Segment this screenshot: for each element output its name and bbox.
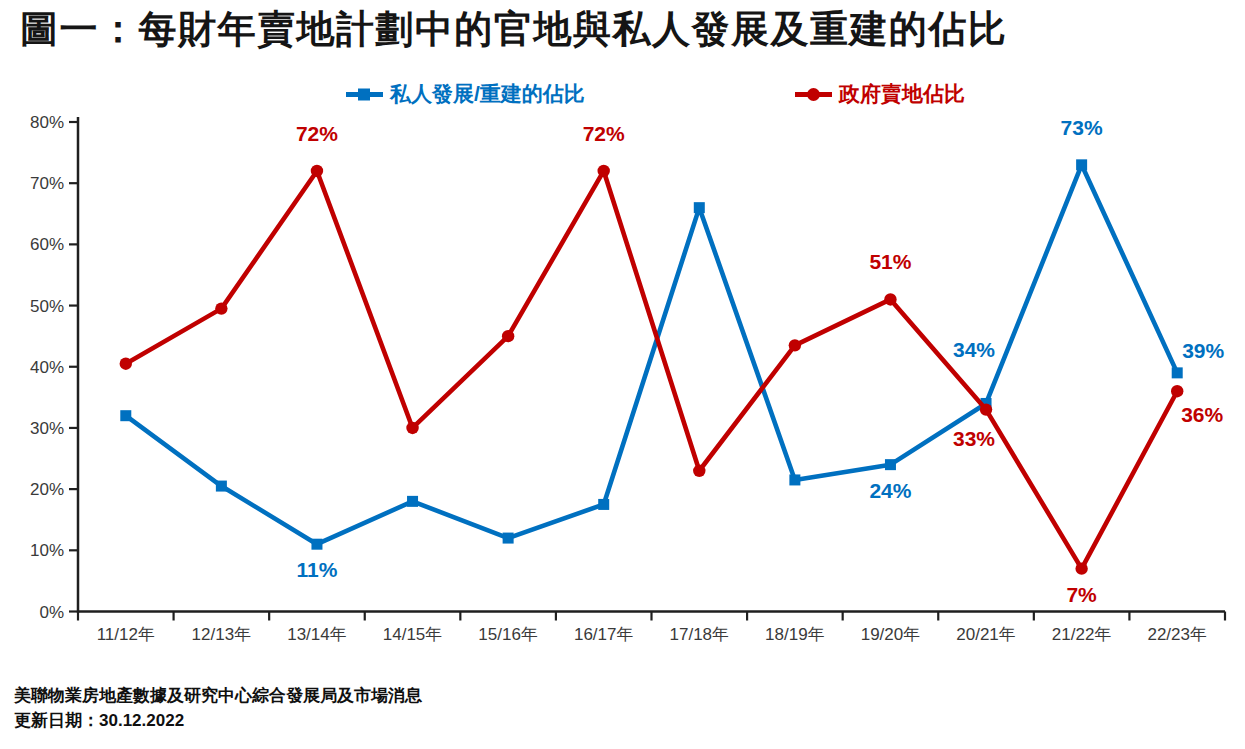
- data-point-circle: [980, 403, 992, 415]
- data-point-circle: [406, 422, 418, 434]
- y-axis-tick-label: 60%: [30, 235, 64, 254]
- y-axis-tick-label: 80%: [30, 113, 64, 132]
- update-date-text: 更新日期：30.12.2022: [14, 709, 422, 734]
- x-axis-tick-label: 13/14年: [287, 625, 347, 644]
- y-axis-tick-label: 40%: [30, 358, 64, 377]
- data-point-square: [1172, 367, 1183, 378]
- x-axis-tick-label: 20/21年: [956, 625, 1016, 644]
- data-point-square: [789, 474, 800, 485]
- data-point-circle: [598, 165, 610, 177]
- data-point-label: 72%: [296, 122, 338, 145]
- y-axis-tick-label: 10%: [30, 541, 64, 560]
- x-axis-tick-label: 14/15年: [383, 625, 443, 644]
- data-point-circle: [502, 330, 514, 342]
- data-point-square: [216, 481, 227, 492]
- data-point-square: [503, 533, 514, 544]
- x-axis-tick-label: 11/12年: [97, 625, 155, 644]
- data-point-label: 72%: [583, 122, 625, 145]
- x-axis-tick-label: 12/13年: [192, 625, 252, 644]
- y-axis-tick-label: 20%: [30, 480, 64, 499]
- x-axis-tick-label: 15/16年: [478, 625, 538, 644]
- data-point-circle: [1171, 385, 1183, 397]
- x-axis-tick-label: 17/18年: [670, 625, 730, 644]
- source-text: 美聯物業房地產數據及研究中心綜合發展局及市場消息: [14, 684, 422, 709]
- x-axis-tick-label: 21/22年: [1052, 625, 1112, 644]
- x-axis-tick-label: 22/23年: [1147, 625, 1207, 644]
- data-point-label: 11%: [297, 558, 338, 581]
- x-axis-tick-label: 18/19年: [765, 625, 825, 644]
- data-point-label: 34%: [953, 338, 995, 361]
- data-point-label: 73%: [1061, 116, 1103, 139]
- data-point-circle: [789, 339, 801, 351]
- data-point-square: [311, 539, 322, 550]
- y-axis-tick-label: 70%: [30, 174, 64, 193]
- data-point-label: 51%: [869, 250, 911, 273]
- chart-source: 美聯物業房地產數據及研究中心綜合發展局及市場消息 更新日期：30.12.2022: [14, 684, 422, 733]
- data-point-label: 36%: [1181, 403, 1223, 426]
- y-axis-tick-label: 30%: [30, 419, 64, 438]
- data-point-square: [694, 202, 705, 213]
- x-axis-tick-label: 16/17年: [574, 625, 634, 644]
- data-point-circle: [693, 465, 705, 477]
- y-axis-tick-label: 50%: [30, 297, 64, 316]
- data-point-label: 33%: [953, 427, 995, 450]
- data-point-label: 24%: [869, 479, 911, 502]
- x-axis-tick-label: 19/20年: [861, 625, 921, 644]
- data-point-circle: [1075, 562, 1087, 574]
- y-axis-tick-label: 0%: [39, 603, 64, 622]
- data-point-square: [407, 496, 418, 507]
- data-point-circle: [884, 293, 896, 305]
- data-point-circle: [215, 302, 227, 314]
- line-chart-svg: 0% 10% 20% 30% 40% 50% 60% 70% 80% 11/12年 12/13年 13…: [0, 0, 1245, 680]
- data-point-square: [1076, 159, 1087, 170]
- data-point-square: [120, 410, 131, 421]
- data-point-label: 39%: [1182, 339, 1224, 362]
- data-point-label: 7%: [1066, 583, 1097, 606]
- data-point-square: [885, 459, 896, 470]
- data-point-square: [598, 499, 609, 510]
- data-point-circle: [311, 165, 323, 177]
- data-point-circle: [120, 357, 132, 369]
- series-line-government: [126, 171, 1177, 569]
